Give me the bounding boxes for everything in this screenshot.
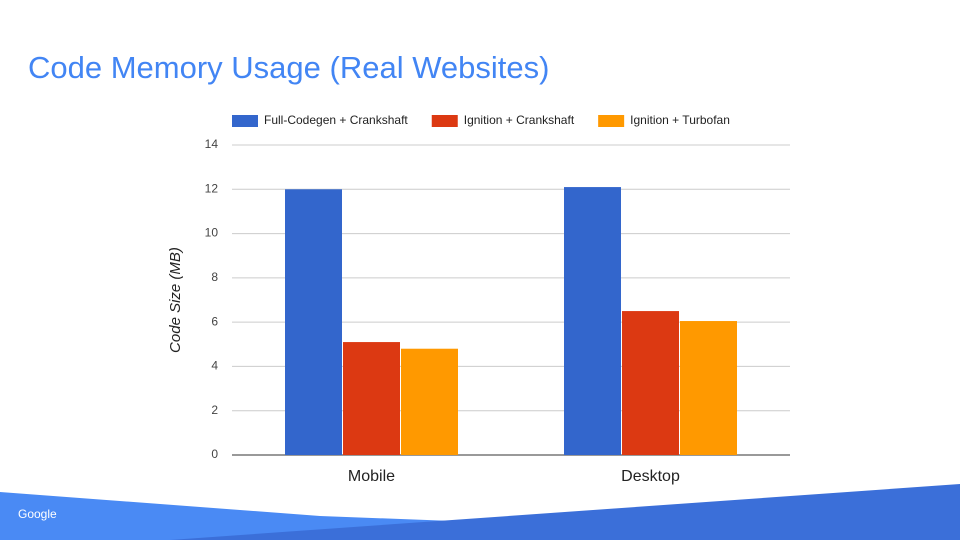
bar xyxy=(285,189,342,456)
legend-label: Ignition + Crankshaft xyxy=(464,113,575,127)
legend-label: Full-Codegen + Crankshaft xyxy=(264,113,408,127)
x-tick-label: Desktop xyxy=(621,468,680,485)
bar xyxy=(343,342,400,455)
slide-title: Code Memory Usage (Real Websites) xyxy=(28,50,549,85)
legend-swatch xyxy=(232,115,258,127)
legend-swatch xyxy=(598,115,625,127)
y-axis-label: Code Size (MB) xyxy=(167,247,184,353)
y-tick-label: 2 xyxy=(211,403,218,417)
bar xyxy=(622,311,679,455)
y-tick-label: 10 xyxy=(205,226,219,240)
bar xyxy=(401,348,458,455)
y-tick-label: 12 xyxy=(205,181,219,195)
y-tick-label: 0 xyxy=(211,447,218,461)
bar xyxy=(564,187,621,456)
footer-logo: Google xyxy=(18,507,57,521)
legend-swatch xyxy=(431,115,458,127)
x-tick-label: Mobile xyxy=(348,468,395,485)
y-tick-label: 14 xyxy=(205,137,219,151)
footer-band-light xyxy=(0,492,960,540)
y-tick-label: 6 xyxy=(211,314,218,328)
footer-band-dark xyxy=(170,484,960,540)
bar xyxy=(680,321,737,455)
y-tick-label: 8 xyxy=(211,270,218,284)
legend-label: Ignition + Turbofan xyxy=(630,113,730,127)
y-tick-label: 4 xyxy=(211,359,218,373)
